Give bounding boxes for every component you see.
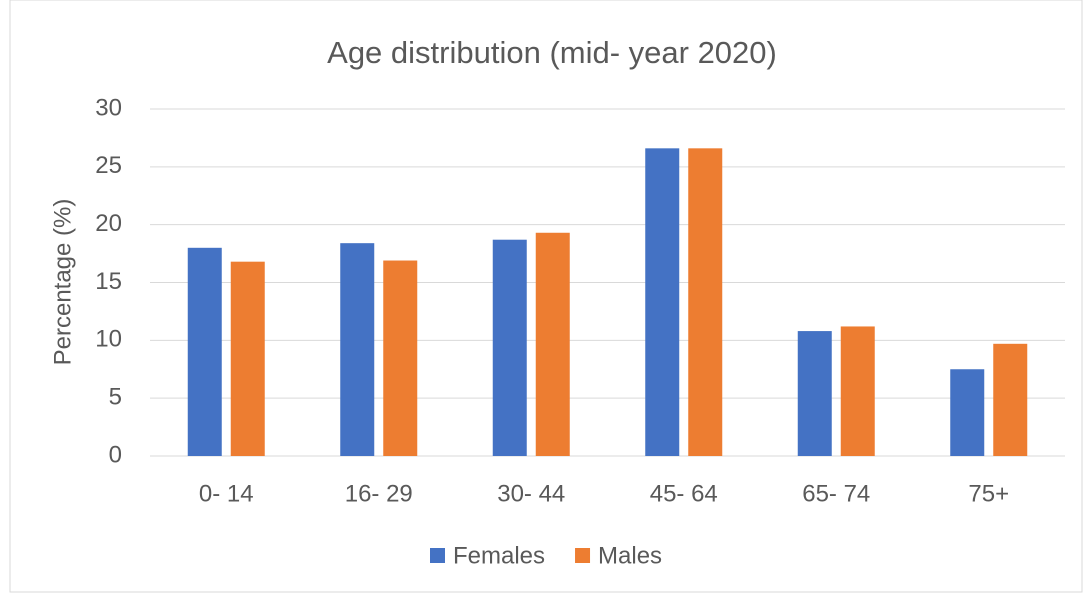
bar bbox=[535, 232, 570, 456]
x-tick-label: 30- 44 bbox=[497, 480, 565, 507]
x-tick-label: 16- 29 bbox=[345, 480, 413, 507]
y-tick-label: 20 bbox=[95, 210, 122, 237]
legend-label: Males bbox=[598, 542, 662, 569]
chart-title: Age distribution (mid- year 2020) bbox=[327, 35, 777, 70]
y-tick-label: 0 bbox=[109, 441, 122, 468]
legend-swatch bbox=[430, 548, 445, 563]
y-tick-label: 15 bbox=[95, 268, 122, 295]
x-tick-label: 75+ bbox=[968, 480, 1009, 507]
bar bbox=[688, 148, 723, 456]
y-tick-label: 30 bbox=[95, 94, 122, 121]
legend-label: Females bbox=[453, 542, 545, 569]
legend-swatch bbox=[575, 548, 591, 563]
bar bbox=[187, 247, 222, 456]
y-tick-label: 5 bbox=[109, 384, 122, 411]
bar bbox=[993, 343, 1028, 456]
x-tick-label: 65- 74 bbox=[802, 480, 870, 507]
x-tick-label: 45- 64 bbox=[650, 480, 718, 507]
bar bbox=[645, 148, 680, 456]
bar bbox=[230, 261, 265, 456]
bar bbox=[797, 331, 832, 456]
x-tick-label: 0- 14 bbox=[199, 480, 254, 507]
y-tick-label: 10 bbox=[95, 326, 122, 353]
bar bbox=[492, 239, 527, 456]
y-tick-label: 25 bbox=[95, 152, 122, 179]
bar bbox=[383, 260, 418, 456]
bar bbox=[840, 326, 875, 456]
y-axis-label: Percentage (%) bbox=[49, 199, 76, 366]
bar bbox=[340, 243, 375, 456]
bar bbox=[950, 369, 985, 456]
